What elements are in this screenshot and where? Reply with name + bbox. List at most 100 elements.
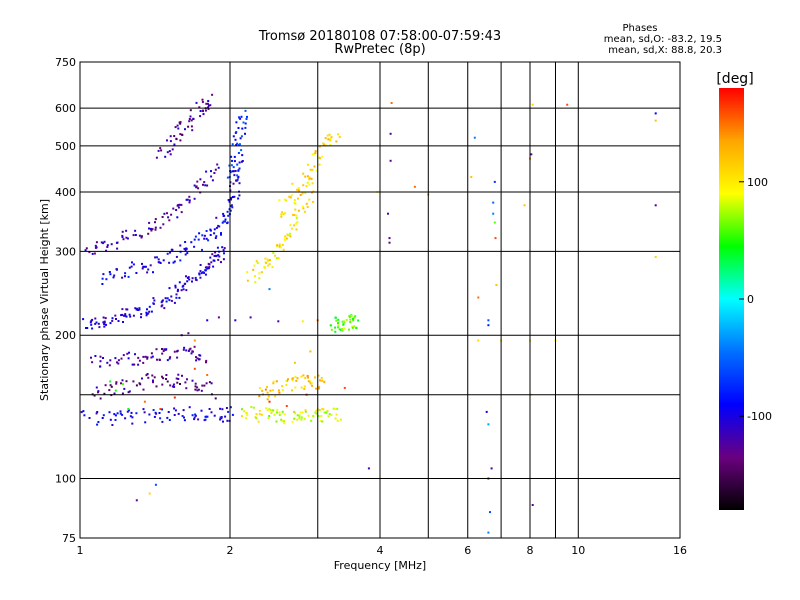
echo-point	[307, 414, 310, 417]
echo-point	[314, 150, 317, 153]
echo-point	[172, 383, 175, 386]
echo-point	[97, 391, 99, 394]
echo-point	[336, 419, 339, 422]
echo-point	[148, 221, 151, 224]
echo-point	[122, 354, 125, 357]
echo-point	[268, 408, 271, 411]
echo-point	[97, 421, 100, 423]
echo-point	[201, 98, 204, 101]
echo-point	[132, 314, 135, 317]
echo-point	[153, 415, 156, 418]
echo-point	[144, 265, 147, 268]
echo-point	[140, 236, 143, 239]
echo-point	[194, 276, 197, 279]
echo-point	[97, 322, 100, 325]
echo-point	[120, 357, 123, 360]
echo-point	[254, 416, 257, 418]
echo-point	[281, 420, 284, 423]
echo-point	[477, 339, 480, 342]
echo-point	[191, 350, 194, 353]
echo-point	[355, 326, 358, 329]
echo-point	[134, 229, 137, 232]
echo-point	[337, 326, 340, 329]
echo-point	[311, 168, 314, 171]
echo-point	[258, 413, 261, 416]
echo-point	[323, 411, 326, 414]
echo-point	[202, 183, 204, 186]
echo-point	[211, 253, 214, 256]
echo-point	[156, 358, 158, 361]
echo-point	[109, 273, 112, 276]
echo-point	[246, 279, 249, 282]
echo-point	[94, 355, 97, 357]
echo-point	[159, 408, 162, 410]
echo-point	[283, 413, 286, 416]
echo-point	[343, 320, 345, 323]
echo-point	[124, 275, 126, 278]
echo-point	[93, 252, 96, 255]
echo-point	[241, 127, 244, 130]
echo-point	[186, 277, 189, 279]
echo-point	[271, 266, 274, 269]
echo-point	[101, 277, 104, 280]
echo-point	[153, 299, 156, 302]
echo-point	[299, 194, 302, 196]
echo-point	[165, 374, 168, 376]
echo-point	[289, 224, 292, 227]
echo-point	[223, 252, 225, 255]
echo-point	[156, 256, 158, 259]
echo-point	[291, 389, 294, 392]
colorbar-tick-label: 0	[747, 293, 754, 306]
echo-point	[318, 409, 321, 411]
echo-point	[278, 391, 281, 394]
echo-point	[329, 143, 332, 146]
echo-point	[178, 296, 181, 299]
echo-point	[237, 152, 240, 154]
echo-point	[114, 389, 117, 392]
echo-point	[265, 261, 268, 264]
echo-point	[201, 234, 204, 237]
echo-point	[142, 361, 145, 364]
echo-point	[122, 238, 125, 241]
echo-point	[255, 417, 258, 420]
echo-point	[177, 412, 180, 415]
echo-point	[390, 102, 393, 104]
echo-point	[487, 423, 490, 426]
echo-point	[306, 181, 309, 184]
echo-point	[129, 315, 132, 318]
echo-point	[209, 256, 212, 259]
echo-point	[266, 386, 268, 388]
echo-point	[85, 247, 88, 250]
echo-point	[228, 164, 231, 167]
echo-point	[318, 387, 320, 390]
echo-point	[222, 249, 225, 252]
echo-point	[145, 311, 148, 314]
echo-point	[115, 381, 118, 384]
echo-point	[318, 385, 321, 388]
echo-point	[219, 416, 222, 419]
echo-point	[493, 221, 496, 224]
echo-point	[135, 272, 138, 274]
echo-point	[218, 225, 221, 228]
echo-point	[134, 307, 137, 310]
echo-point	[244, 417, 247, 420]
echo-point	[309, 350, 312, 353]
echo-point	[280, 418, 283, 421]
echo-point	[269, 409, 272, 412]
echo-point	[530, 153, 533, 156]
echo-point	[295, 214, 298, 217]
echo-point	[198, 232, 201, 235]
echo-point	[290, 194, 293, 197]
echo-point	[258, 272, 261, 275]
echo-point	[184, 241, 187, 243]
echo-point	[138, 359, 141, 362]
echo-point	[222, 258, 225, 261]
echo-point	[177, 204, 180, 207]
echo-point	[184, 381, 187, 384]
echo-point	[199, 178, 202, 181]
echo-point	[138, 234, 141, 237]
colorbar-tick-label: -100	[747, 410, 772, 423]
echo-point	[213, 255, 216, 257]
echo-point	[217, 166, 220, 169]
echo-point	[174, 284, 177, 287]
